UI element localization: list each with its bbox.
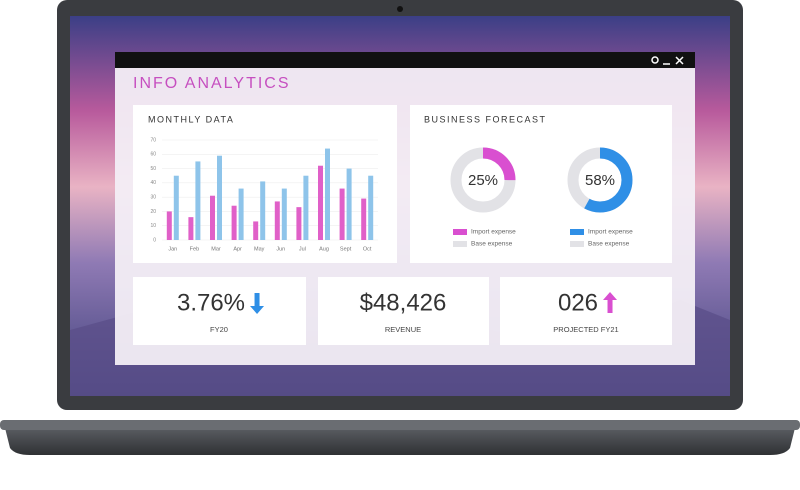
y-tick-label: 60: [150, 152, 156, 158]
y-tick-label: 20: [150, 209, 156, 215]
window-titlebar: [115, 52, 695, 68]
bar: [325, 148, 330, 240]
x-tick-label: Jul: [299, 246, 306, 252]
bar: [210, 195, 215, 240]
bar: [253, 221, 259, 240]
close-icon[interactable]: [675, 56, 684, 65]
bar: [296, 207, 302, 240]
bar: [361, 198, 367, 240]
bar: [339, 188, 345, 240]
panel-title: BUSINESS FORECAST: [424, 114, 547, 124]
x-tick-label: May: [254, 246, 265, 252]
bar: [188, 217, 194, 240]
kpi-value: 026: [558, 289, 598, 316]
bar: [281, 188, 287, 240]
bar: [166, 211, 172, 240]
settings-icon[interactable]: [651, 56, 659, 64]
legend-swatch: [570, 241, 584, 247]
bar: [274, 201, 280, 240]
y-tick-label: 30: [150, 194, 156, 200]
legend-label: Base expense: [588, 241, 630, 248]
y-tick-label: 40: [150, 180, 156, 186]
panel-title: MONTHLY DATA: [148, 114, 234, 124]
bar: [217, 155, 222, 240]
trend-arrow: [250, 293, 265, 314]
bar: [231, 205, 237, 240]
kpi-card: [133, 277, 306, 345]
bar: [303, 175, 309, 240]
y-tick-label: 70: [150, 137, 156, 143]
legend-label: Import expense: [471, 229, 516, 236]
legend-swatch: [570, 229, 584, 235]
x-tick-label: Feb: [190, 246, 199, 252]
y-tick-label: 50: [150, 166, 156, 172]
x-tick-label: Jun: [276, 246, 285, 252]
trend-arrow: [603, 292, 618, 313]
y-tick-label: 10: [150, 223, 156, 229]
donut-label: 58%: [585, 172, 615, 189]
webcam: [397, 6, 403, 12]
legend-swatch: [453, 241, 467, 247]
y-tick-label: 0: [153, 237, 156, 243]
x-tick-label: Aug: [319, 246, 329, 252]
laptop-hinge: [0, 420, 800, 430]
kpi-value: 3.76%: [177, 289, 245, 316]
panel: [410, 105, 672, 263]
bar: [260, 181, 266, 240]
legend-label: Base expense: [471, 241, 513, 248]
bar: [368, 175, 374, 240]
kpi-card: [500, 277, 672, 345]
donut-arc: [567, 147, 633, 213]
x-tick-label: Mar: [211, 246, 221, 252]
kpi-label: PROJECTED FY21: [553, 325, 618, 334]
kpi-label: REVENUE: [385, 325, 421, 334]
x-tick-label: Apr: [233, 246, 242, 252]
laptop-base: [5, 428, 795, 455]
donut-label: 25%: [468, 172, 498, 189]
kpi-value: $48,426: [360, 289, 447, 316]
x-tick-label: Sept: [340, 246, 352, 252]
bar: [346, 168, 352, 240]
window-title: INFO ANALYTICS: [133, 75, 291, 92]
x-tick-label: Oct: [363, 246, 372, 252]
bar: [173, 175, 179, 240]
kpi-card: [318, 277, 489, 345]
kpi-label: FY20: [210, 325, 228, 334]
bar: [238, 188, 244, 240]
x-tick-label: Jan: [168, 246, 177, 252]
bar: [195, 161, 201, 240]
donut-arc: [450, 147, 516, 213]
legend-label: Import expense: [588, 229, 633, 236]
bar: [318, 165, 323, 240]
legend-swatch: [453, 229, 467, 235]
